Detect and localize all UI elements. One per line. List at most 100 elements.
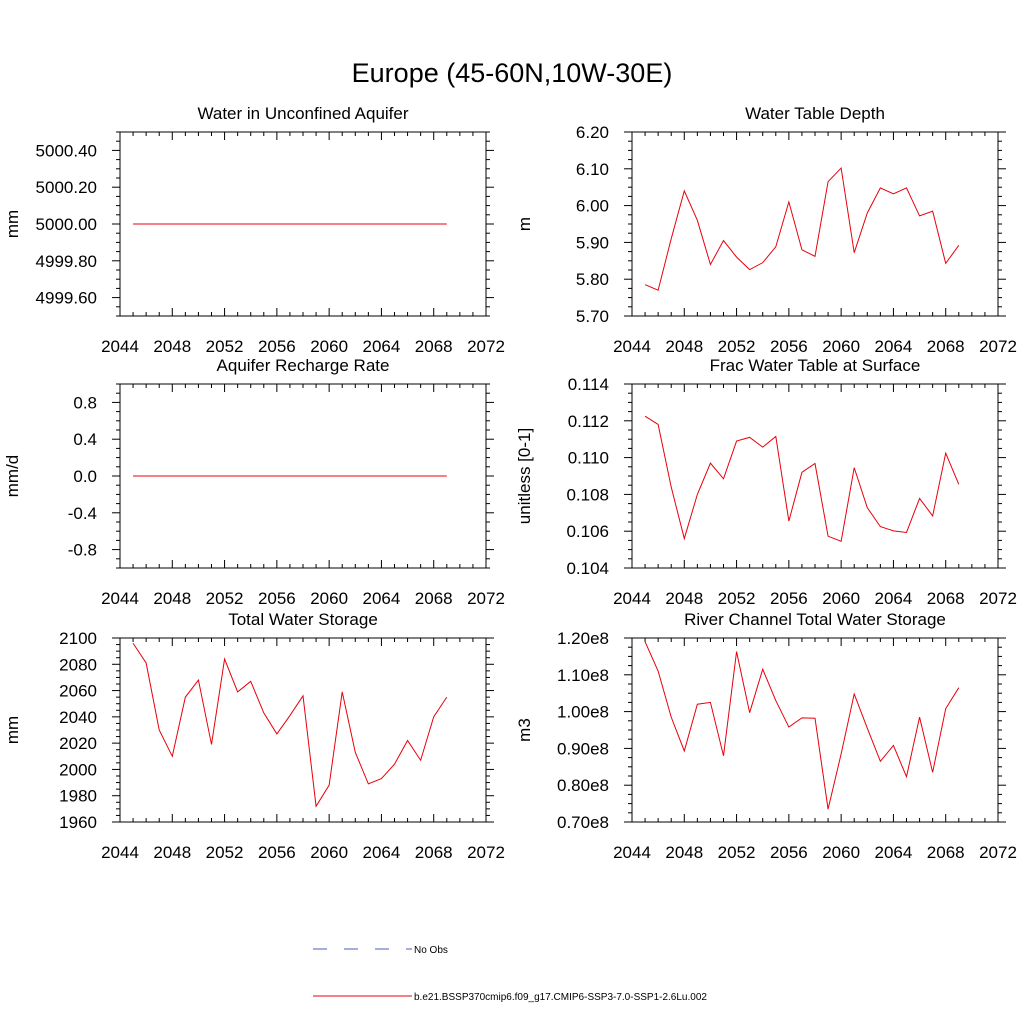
x-tick-label: 2072 <box>467 843 505 862</box>
y-tick-label: 2040 <box>59 708 97 727</box>
y-tick-label: 0.0 <box>73 467 97 486</box>
x-tick-label: 2060 <box>822 337 860 356</box>
y-tick-label: 0.104 <box>566 559 609 578</box>
panel-title: Total Water Storage <box>228 610 378 629</box>
x-tick-label: 2072 <box>979 843 1017 862</box>
y-tick-label: -0.4 <box>68 504 97 523</box>
y-axis-label: mm <box>3 716 22 744</box>
y-tick-label: 0.106 <box>566 522 609 541</box>
x-tick-label: 2060 <box>310 337 348 356</box>
x-tick-label: 2060 <box>310 589 348 608</box>
x-tick-label: 2064 <box>363 589 401 608</box>
x-tick-label: 2060 <box>822 589 860 608</box>
x-tick-label: 2064 <box>875 843 913 862</box>
y-tick-label: 0.108 <box>566 485 609 504</box>
y-tick-label: 2000 <box>59 760 97 779</box>
x-tick-label: 2064 <box>363 337 401 356</box>
x-tick-label: 2052 <box>206 589 244 608</box>
y-tick-label: 0.110 <box>568 449 609 468</box>
y-axis-label: m3 <box>515 718 534 742</box>
x-tick-label: 2044 <box>101 589 139 608</box>
x-tick-label: 2056 <box>770 589 808 608</box>
x-tick-label: 2048 <box>153 337 191 356</box>
y-tick-label: 0.80e8 <box>557 776 609 795</box>
chart-panel-3: Aquifer Recharge Rate mm/d 2044 2048 2052 205… <box>3 356 505 608</box>
x-tick-label: 2052 <box>206 337 244 356</box>
y-axis-label: m <box>515 217 534 231</box>
chart-panel-2: Water Table Depth m 2044 2048 2052 2056 2060 20… <box>515 104 1017 356</box>
chart-panel-4: Frac Water Table at Surface unitless [0-1… <box>515 356 1017 608</box>
x-tick-label: 2068 <box>415 337 453 356</box>
x-tick-label: 2056 <box>258 843 296 862</box>
y-tick-label: 5000.40 <box>36 141 97 160</box>
y-tick-label: 1.20e8 <box>557 629 609 648</box>
y-tick-label: 0.70e8 <box>557 813 609 832</box>
y-tick-label: 0.114 <box>568 375 609 394</box>
x-tick-label: 2068 <box>927 589 965 608</box>
x-tick-label: 2056 <box>258 337 296 356</box>
x-tick-label: 2072 <box>467 589 505 608</box>
y-tick-label: -0.8 <box>68 541 97 560</box>
x-tick-label: 2068 <box>927 843 965 862</box>
series-line-1 <box>132 642 448 808</box>
x-tick-label: 2048 <box>665 589 703 608</box>
x-tick-label: 2068 <box>415 589 453 608</box>
y-tick-label: 6.00 <box>576 197 609 216</box>
y-tick-label: 4999.60 <box>36 289 97 308</box>
panel-title: River Channel Total Water Storage <box>684 610 946 629</box>
legend-model-label: b.e21.BSSP370cmip6.f09_g17.CMIP6-SSP3-7.… <box>414 992 707 1003</box>
series-line-1 <box>644 166 960 291</box>
x-tick-label: 2044 <box>613 843 651 862</box>
legend: No Obs b.e21.BSSP370cmip6.f09_g17.CMIP6-… <box>313 945 707 1003</box>
x-tick-label: 2064 <box>875 589 913 608</box>
x-tick-label: 2056 <box>770 337 808 356</box>
x-tick-label: 2048 <box>665 843 703 862</box>
y-tick-label: 2080 <box>59 655 97 674</box>
y-axis-label: mm/d <box>3 455 22 498</box>
y-tick-label: 0.90e8 <box>557 739 609 758</box>
x-tick-label: 2044 <box>613 589 651 608</box>
x-tick-label: 2048 <box>153 843 191 862</box>
x-tick-label: 2060 <box>822 843 860 862</box>
series-line-1 <box>644 415 960 543</box>
x-tick-label: 2068 <box>415 843 453 862</box>
y-axis-label: unitless [0-1] <box>515 428 534 524</box>
x-tick-label: 2064 <box>363 843 401 862</box>
x-tick-label: 2052 <box>206 843 244 862</box>
y-tick-label: 5.90 <box>576 233 609 252</box>
x-tick-label: 2072 <box>979 337 1017 356</box>
x-tick-label: 2052 <box>718 337 756 356</box>
x-tick-label: 2068 <box>927 337 965 356</box>
figure-title: Europe (45-60N,10W-30E) <box>352 58 673 88</box>
x-tick-label: 2072 <box>979 589 1017 608</box>
chart-panel-5: Total Water Storage mm 2044 2048 2052 2056 206… <box>3 610 505 862</box>
y-tick-label: 0.8 <box>73 393 97 412</box>
y-tick-label: 1.10e8 <box>557 666 609 685</box>
y-tick-label: 5000.00 <box>36 215 97 234</box>
x-tick-label: 2064 <box>875 337 913 356</box>
y-axis-label: mm <box>3 210 22 238</box>
panel-title: Frac Water Table at Surface <box>710 356 921 375</box>
x-tick-label: 2044 <box>613 337 651 356</box>
y-tick-label: 2060 <box>59 682 97 701</box>
y-tick-label: 2020 <box>59 734 97 753</box>
chart-panel-1: Water in Unconfined Aquifer mm 2044 2048 205… <box>3 104 505 356</box>
panel-title: Water in Unconfined Aquifer <box>197 104 408 123</box>
y-tick-label: 6.10 <box>576 160 609 179</box>
panel-title: Water Table Depth <box>745 104 885 123</box>
y-tick-label: 5000.20 <box>36 178 97 197</box>
x-tick-label: 2056 <box>770 843 808 862</box>
x-tick-label: 2048 <box>153 589 191 608</box>
y-tick-label: 1.00e8 <box>557 703 609 722</box>
x-tick-label: 2048 <box>665 337 703 356</box>
y-tick-label: 4999.80 <box>36 252 97 271</box>
panel-title: Aquifer Recharge Rate <box>217 356 390 375</box>
x-tick-label: 2052 <box>718 843 756 862</box>
y-tick-label: 0.4 <box>73 430 97 449</box>
y-tick-label: 6.20 <box>576 123 609 142</box>
x-tick-label: 2072 <box>467 337 505 356</box>
y-tick-label: 1980 <box>59 787 97 806</box>
legend-obs-label: No Obs <box>414 945 448 956</box>
x-tick-label: 2044 <box>101 337 139 356</box>
